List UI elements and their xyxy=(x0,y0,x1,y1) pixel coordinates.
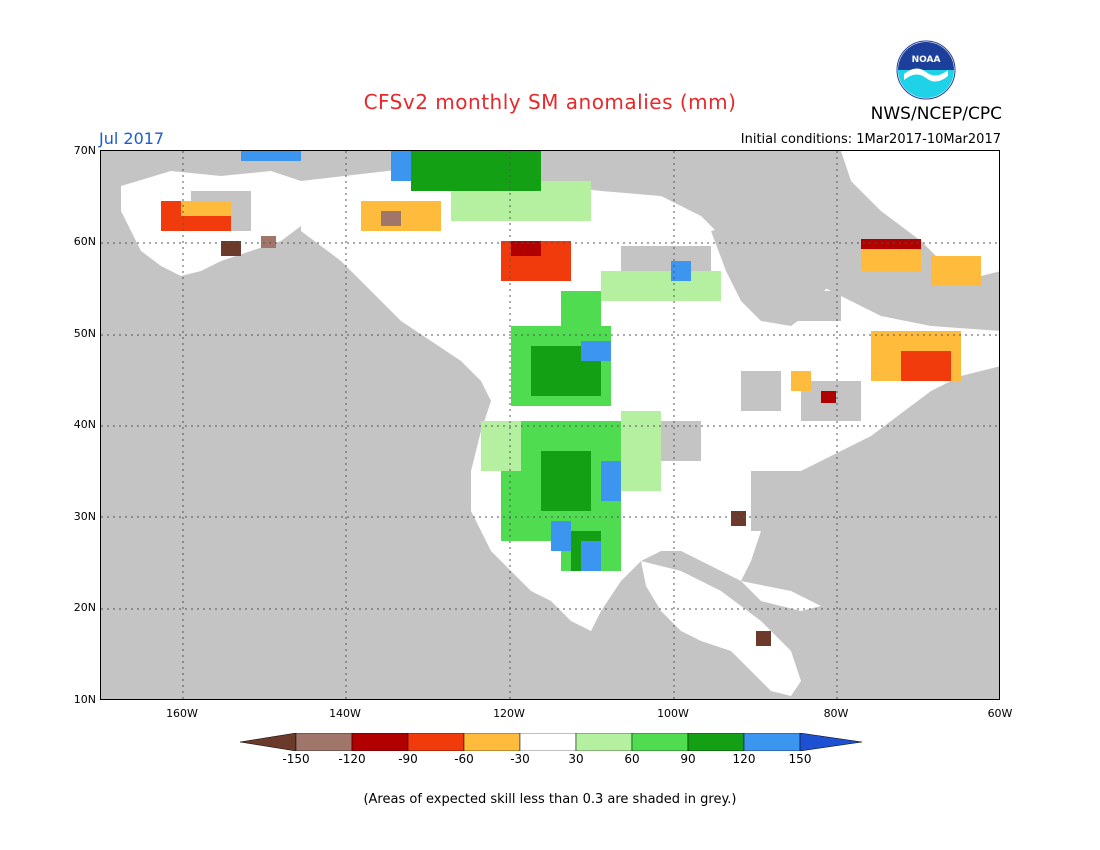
lat-label-10n: 10N xyxy=(73,693,96,706)
graticule xyxy=(101,151,999,699)
noaa-logo-icon: NOAA xyxy=(896,40,956,100)
colorbar xyxy=(240,733,862,751)
lon-label-140w: 140W xyxy=(329,707,361,720)
lon-label-100w: 100W xyxy=(657,707,689,720)
month-label: Jul 2017 xyxy=(99,129,165,148)
colorbar-label-0: -150 xyxy=(282,752,310,766)
lon-label-60w: 60W xyxy=(987,707,1013,720)
colorbar-seg-3 xyxy=(407,733,465,751)
colorbar-seg-10 xyxy=(799,733,862,751)
colorbar-label-5: 30 xyxy=(568,752,584,766)
colorbar-label-4: -30 xyxy=(510,752,530,766)
lon-label-120w: 120W xyxy=(493,707,525,720)
colorbar-seg-8 xyxy=(687,733,745,751)
colorbar-label-6: 60 xyxy=(624,752,640,766)
footnote: (Areas of expected skill less than 0.3 a… xyxy=(363,792,737,807)
initial-conditions-label: Initial conditions: 1Mar2017-10Mar2017 xyxy=(740,132,1001,147)
lat-label-40n: 40N xyxy=(73,418,96,431)
colorbar-seg-0 xyxy=(240,733,297,751)
lon-label-160w: 160W xyxy=(166,707,198,720)
lon-label-80w: 80W xyxy=(823,707,849,720)
svg-text:NOAA: NOAA xyxy=(912,55,941,65)
colorbar-label-3: -60 xyxy=(454,752,474,766)
lat-label-20n: 20N xyxy=(73,601,96,614)
lat-label-50n: 50N xyxy=(73,327,96,340)
map-canvas xyxy=(101,151,999,699)
colorbar-label-8: 120 xyxy=(732,752,756,766)
colorbar-label-9: 150 xyxy=(788,752,812,766)
colorbar-label-2: -90 xyxy=(398,752,418,766)
colorbar-seg-6 xyxy=(575,733,633,751)
lat-label-70n: 70N xyxy=(73,144,96,157)
colorbar-seg-5 xyxy=(519,733,577,751)
chart-title: CFSv2 monthly SM anomalies (mm) xyxy=(363,90,737,114)
anomaly-map xyxy=(100,150,1000,700)
colorbar-label-7: 90 xyxy=(680,752,696,766)
lat-label-60n: 60N xyxy=(73,235,96,248)
colorbar-seg-7 xyxy=(631,733,689,751)
colorbar-seg-4 xyxy=(463,733,521,751)
anomaly-patches xyxy=(161,151,981,646)
agency-label: NWS/NCEP/CPC xyxy=(870,104,1002,124)
colorbar-seg-2 xyxy=(351,733,409,751)
colorbar-seg-1 xyxy=(295,733,353,751)
lat-label-30n: 30N xyxy=(73,510,96,523)
colorbar-label-1: -120 xyxy=(338,752,366,766)
colorbar-seg-9 xyxy=(743,733,801,751)
